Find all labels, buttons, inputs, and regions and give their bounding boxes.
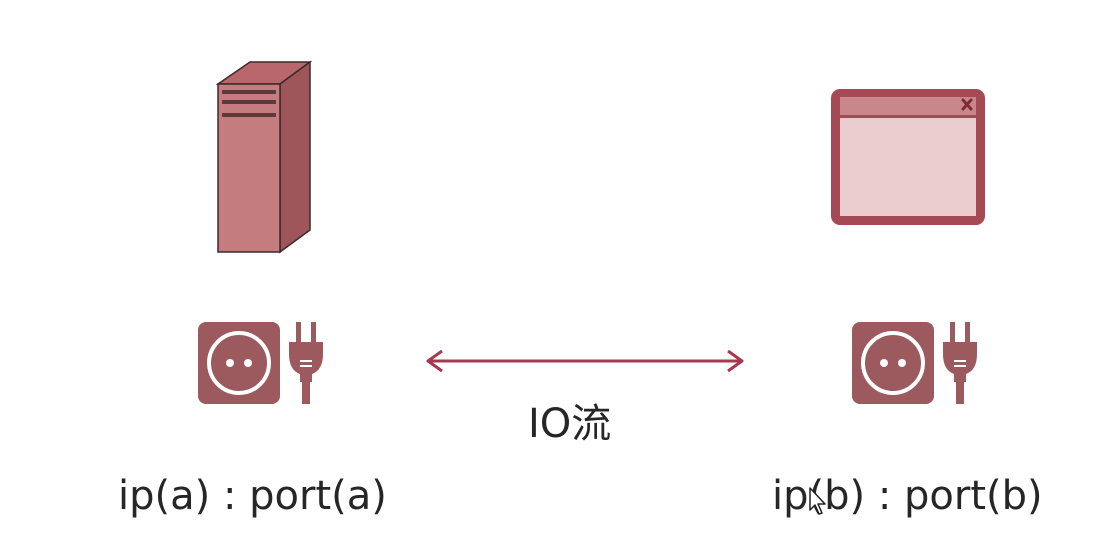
browser-window-icon (831, 89, 985, 225)
close-icon (961, 98, 973, 111)
io-stream-label: IO流 (528, 401, 612, 447)
mouse-cursor-icon (809, 487, 826, 515)
power-plug-icon (289, 322, 323, 404)
bidirectional-arrow (426, 349, 744, 373)
left-address-label: ip(a) : port(a) (118, 473, 387, 519)
power-socket-icon (198, 322, 280, 404)
server-tower-icon (215, 60, 313, 254)
power-plug-icon (943, 322, 977, 404)
power-socket-icon (852, 322, 934, 404)
